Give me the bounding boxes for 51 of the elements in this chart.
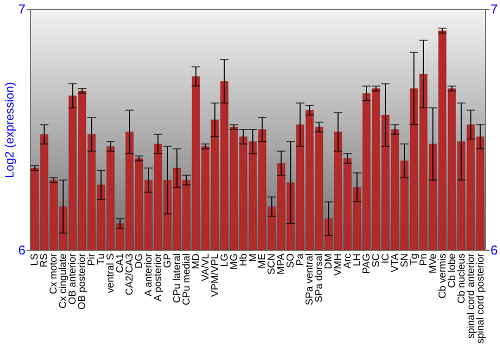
x-tick-label: M: [248, 254, 259, 262]
y-axis-title: Log2 (expression): [2, 82, 16, 178]
x-tick-label: DM: [324, 254, 335, 270]
x-tick-label: Hb: [238, 253, 250, 266]
x-tick-label: ME: [257, 253, 268, 268]
x-tick-label: Arc: [342, 254, 354, 268]
x-tick-label: MVe: [428, 253, 439, 274]
x-tick-label: A anterior: [143, 252, 154, 296]
x-tick-label: OB posterior: [77, 252, 88, 310]
x-tick-label: LH: [352, 254, 364, 266]
x-tick-label: spinal cord posterior: [475, 252, 486, 344]
x-tick-label: IC: [380, 254, 392, 264]
x-tick-label: LG: [219, 253, 230, 267]
x-tick-label: ventral S: [106, 253, 117, 293]
x-tick-label: Cb nucleus: [456, 254, 468, 304]
x-tick-label: Pa: [295, 253, 306, 266]
x-tick-label: MPA: [276, 253, 288, 274]
y2-tick-label: 6: [490, 242, 498, 258]
x-tick-label: SCN: [266, 254, 278, 275]
x-tick-label: MG: [228, 253, 240, 270]
x-tick-label: Tg: [408, 254, 420, 266]
x-tick-label: spinal cord anterior: [466, 252, 477, 339]
x-tick-label: Cx cingulate: [58, 253, 70, 309]
x-tick-label: Pir: [86, 252, 98, 266]
x-tick-label: VPM/VPL: [210, 253, 221, 297]
y2-tick-label: 7: [490, 2, 498, 16]
x-tick-label: LS: [30, 253, 41, 266]
x-tick-label: CA1: [115, 253, 126, 273]
x-tick-label: DG: [134, 253, 146, 268]
x-tick-label: SN: [399, 254, 410, 268]
x-tick-label: Cb vermis: [437, 254, 448, 299]
x-tick-label: Pn: [418, 254, 430, 266]
x-tick-label: Cx motor: [48, 252, 60, 294]
x-tick-label: Tu: [96, 254, 108, 265]
x-tick-label: SPa ventral: [304, 254, 316, 306]
x-tick-label: Cb lobe: [446, 253, 458, 288]
x-tick-label: PAG: [362, 253, 373, 274]
x-tick-label: SC: [370, 254, 382, 268]
x-tick-label: MD: [190, 254, 202, 270]
x-tick-label: VTA: [390, 253, 401, 272]
x-tick-label: CA2/CA3: [124, 253, 136, 296]
x-tick-label: SPa dorsal: [314, 254, 326, 302]
x-tick-label: SO: [286, 253, 297, 268]
x-tick-label: VMH: [333, 254, 344, 276]
x-tick-label: VA/VL: [200, 253, 212, 282]
x-tick-label: GP: [162, 253, 174, 268]
x-tick-label: A posterior: [152, 252, 164, 302]
x-tick-label: CPu medial: [181, 254, 192, 306]
x-tick-label: CPu lateral: [172, 254, 183, 303]
x-tick-label: RS: [39, 253, 50, 268]
x-tick-label: OB anterior: [68, 252, 79, 305]
